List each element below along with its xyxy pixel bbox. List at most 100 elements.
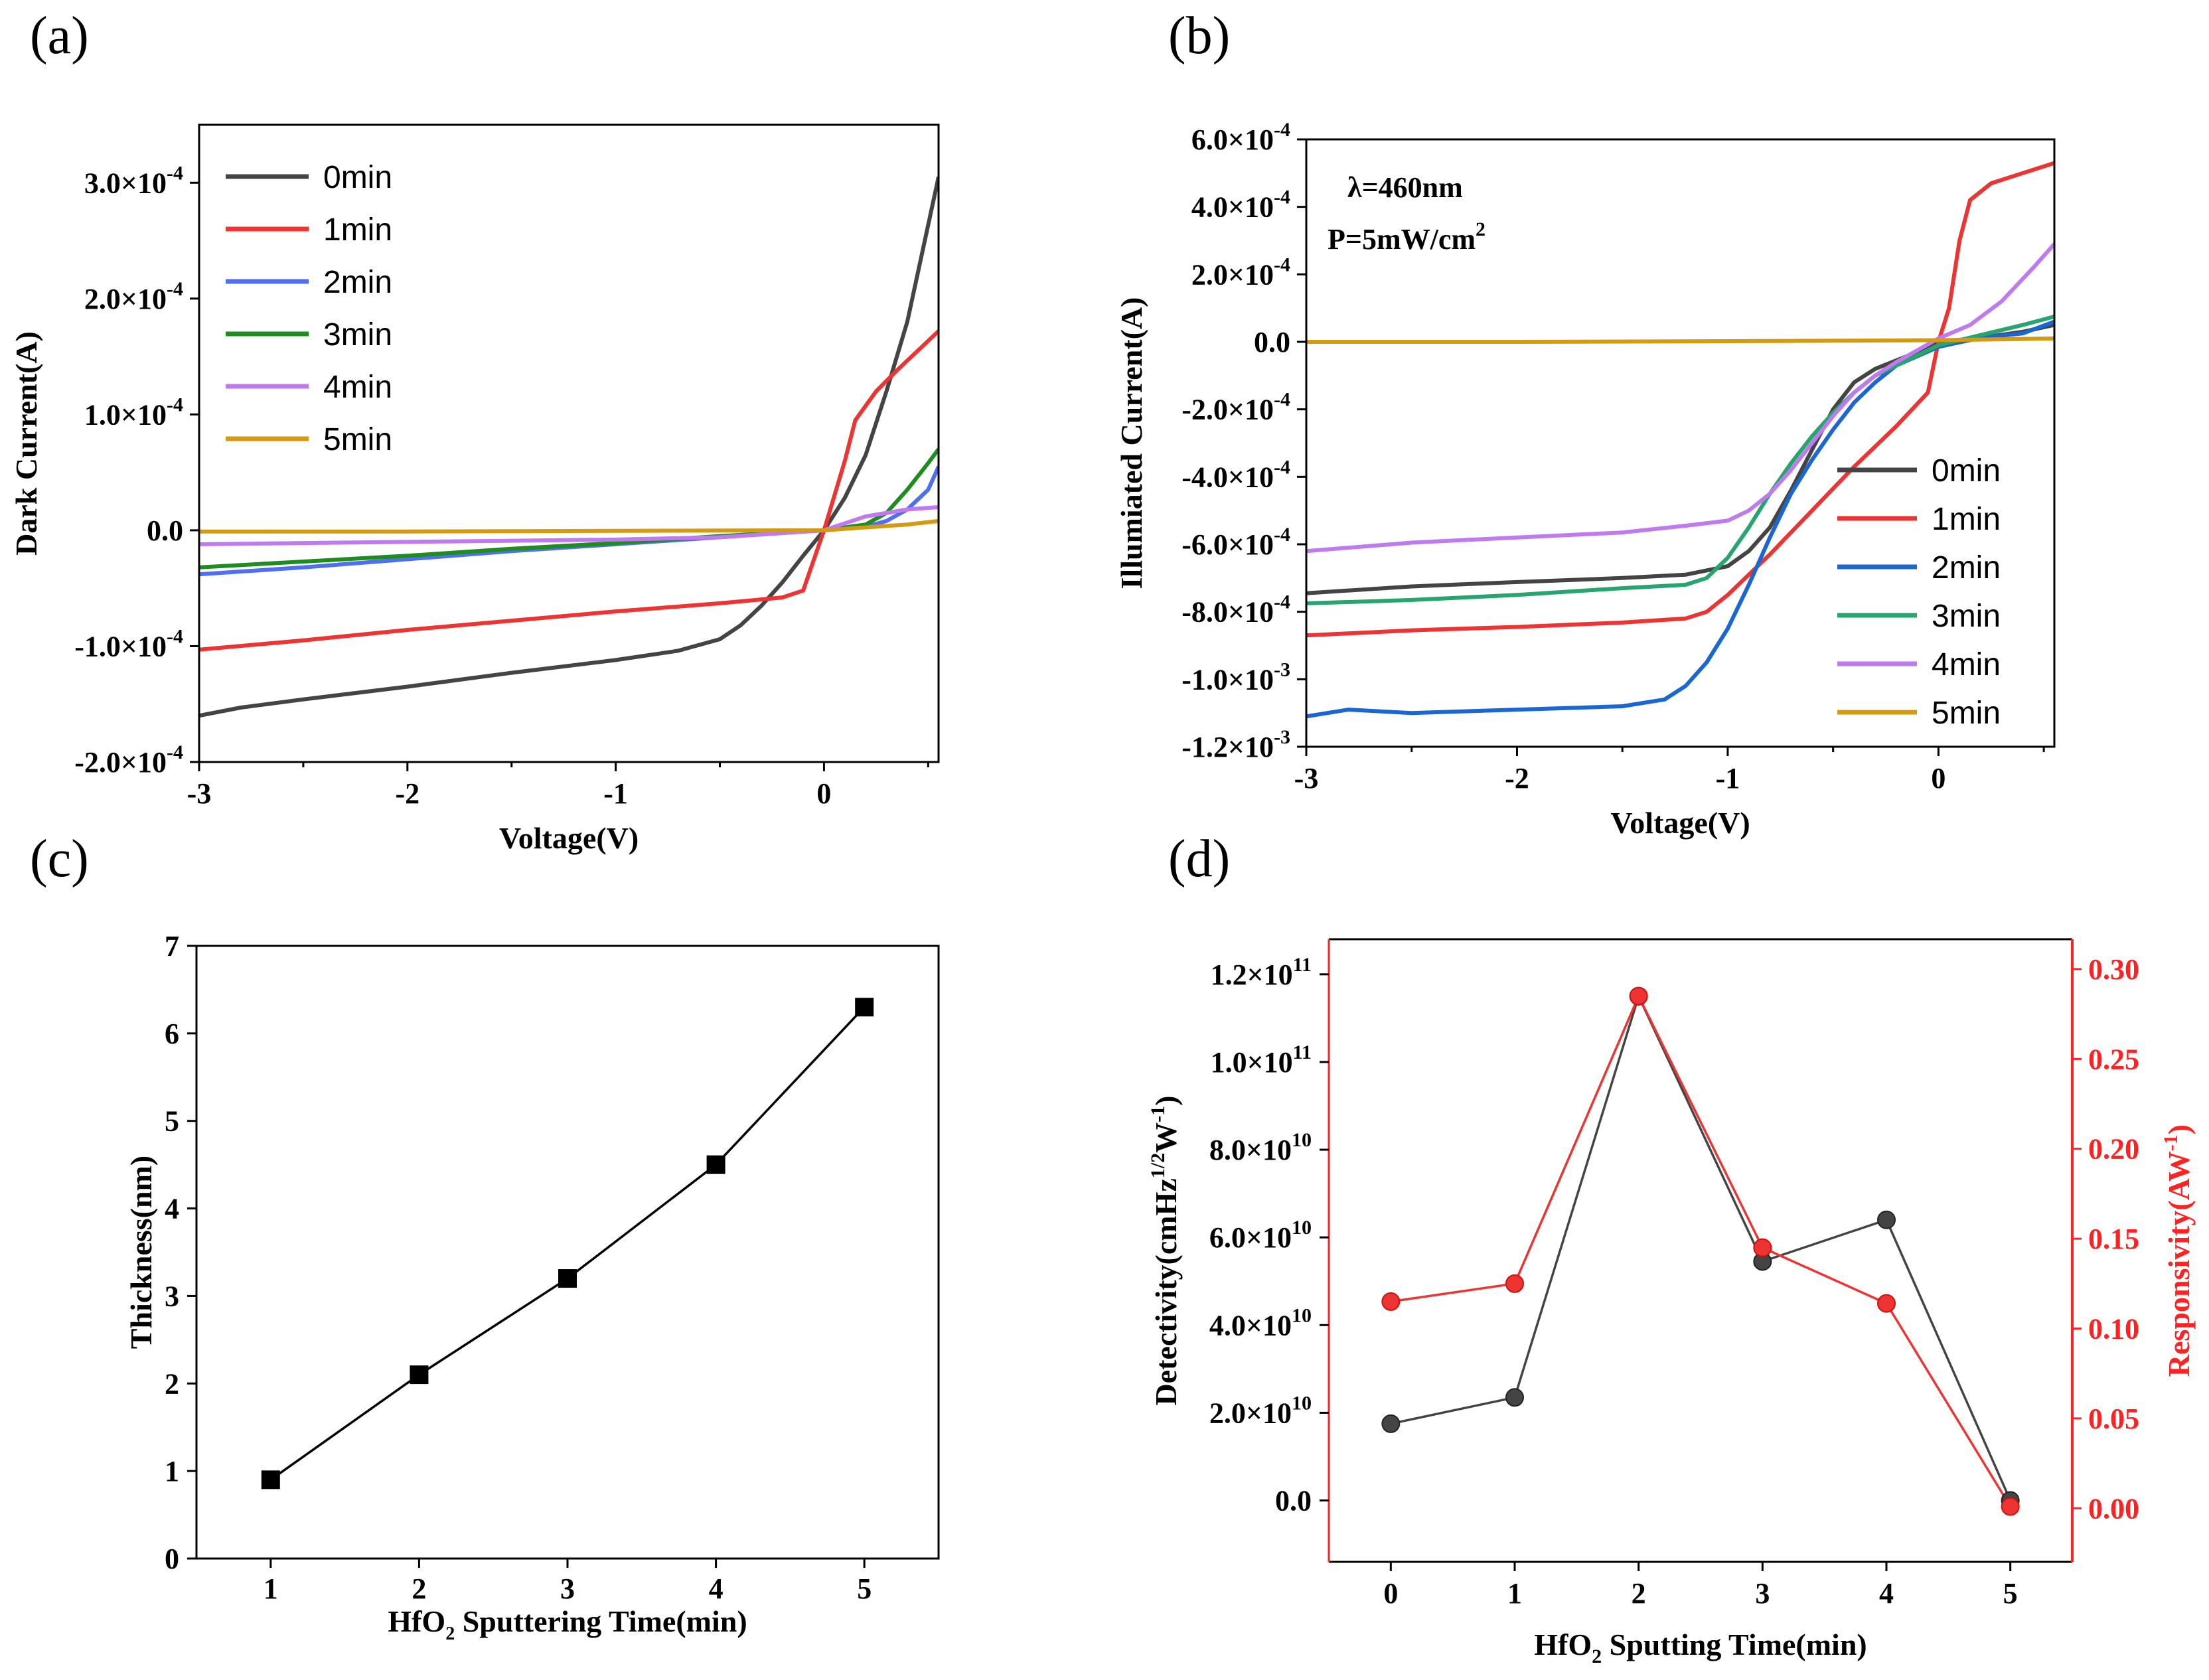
y-tick-label: -1.0×10-4 <box>74 625 183 662</box>
x-tick-label: 1 <box>1507 1577 1522 1610</box>
legend-label-2min: 2min <box>1932 550 2001 585</box>
legend-label-1min: 1min <box>323 212 392 248</box>
y-right-tick-label: 0.00 <box>2088 1492 2139 1525</box>
point-Responsivity <box>2001 1497 2020 1516</box>
panel-b: (b) -3 -2 -1 0 6.0×10-4 4.0×10-4 2.0×10-4 0.0 -2.… <box>1114 7 2056 840</box>
series-line-4min <box>1306 242 2054 554</box>
y-tick-label: 1.0×10-4 <box>84 394 183 431</box>
y-left-tick-label: 1.0×1011 <box>1211 1041 1312 1079</box>
y-left-tick-label: 0.0 <box>1275 1485 1312 1517</box>
x-tick-label: 4 <box>709 1572 724 1605</box>
y-tick-label: 5 <box>165 1105 179 1138</box>
x-tick-label: 2 <box>1632 1577 1646 1610</box>
x-axis-title: HfO2 Sputtering Time(min) <box>388 1604 747 1644</box>
y-right-tick-label: 0.30 <box>2088 953 2139 986</box>
y-tick-label: 7 <box>165 930 179 962</box>
thickness-point <box>410 1365 429 1385</box>
y-tick-label: 2.0×10-4 <box>1191 254 1290 291</box>
y-tick-label: 4 <box>165 1193 179 1225</box>
x-tick-label: 0 <box>1383 1577 1398 1610</box>
series-line-Responsivity <box>1391 993 2012 1507</box>
y-left-tick-label: 4.0×1010 <box>1209 1304 1312 1341</box>
x-tick-label: -2 <box>1505 762 1529 795</box>
y-right-tick-label: 0.20 <box>2088 1133 2139 1166</box>
y-tick-label: 1 <box>165 1455 179 1488</box>
y-tick-label: 3.0×10-4 <box>84 162 183 199</box>
y-axis-title: Thickness(nm) <box>124 1156 158 1349</box>
panel-label-b: (b) <box>1168 7 1230 65</box>
x-tick-label: 1 <box>264 1572 278 1605</box>
x-tick-label: 3 <box>560 1572 575 1605</box>
panel-label-a: (a) <box>30 7 89 65</box>
y-tick-label: 2 <box>165 1367 179 1400</box>
y-left-axis-title: Detectivity(cmHz1/2W-1) <box>1147 1096 1183 1406</box>
legend-label-3min: 3min <box>1932 599 2001 634</box>
x-tick-label: 2 <box>412 1572 426 1605</box>
series-line-5min <box>199 518 939 534</box>
x-tick-label: 5 <box>2003 1577 2018 1610</box>
x-tick-label: -3 <box>187 777 212 810</box>
y-tick-label: -2.0×10-4 <box>74 741 183 779</box>
y-tick-label: -2.0×10-4 <box>1181 389 1290 426</box>
plot-frame <box>198 123 940 763</box>
y-tick-label: 0 <box>165 1543 179 1575</box>
panel-label-c: (c) <box>30 830 89 888</box>
x-tick-label: -2 <box>395 777 419 810</box>
x-tick-label: -1 <box>1716 762 1740 795</box>
series-line-0min <box>199 176 939 718</box>
x-tick-label: 4 <box>1879 1577 1894 1610</box>
x-tick-label: 3 <box>1755 1577 1770 1610</box>
thickness-point <box>261 1470 280 1489</box>
y-right-tick-label: 0.10 <box>2088 1313 2139 1345</box>
x-axis-title: HfO2 Sputting Time(min) <box>1534 1628 1867 1667</box>
x-tick-label: 5 <box>857 1572 872 1605</box>
y-left-tick-label: 8.0×1010 <box>1209 1129 1312 1166</box>
legend-label-0min: 0min <box>1932 453 2001 489</box>
y-tick-label: -6.0×10-4 <box>1181 524 1290 561</box>
legend-label-4min: 4min <box>323 370 392 405</box>
thickness-point <box>855 998 874 1017</box>
point-Detectivity <box>1505 1388 1524 1407</box>
y-tick-label: 4.0×10-4 <box>1191 187 1290 224</box>
y-tick-label: 2.0×10-4 <box>84 278 183 315</box>
x-axis-title: Voltage(V) <box>499 821 639 855</box>
y-left-tick-label: 6.0×1010 <box>1209 1217 1312 1254</box>
x-axis-title: Voltage(V) <box>1610 806 1750 840</box>
panel-c: (c) 1 2 3 4 5 0 1 2 3 4 5 6 7 HfO2 Sputtering Time(min… <box>30 830 940 1644</box>
legend-label-1min: 1min <box>1932 502 2001 537</box>
point-Detectivity <box>1877 1210 1896 1229</box>
y-right-tick-label: 0.25 <box>2088 1043 2139 1075</box>
y-right-axis-title: Responsivity(AW-1) <box>2160 1124 2196 1377</box>
series-line-Detectivity <box>1390 993 2012 1501</box>
y-axis-title: Dark Current(A) <box>9 331 43 556</box>
y-tick-label: 6.0×10-4 <box>1191 119 1290 156</box>
x-tick-label: -3 <box>1294 762 1319 795</box>
legend-label-5min: 5min <box>323 422 392 457</box>
series-line-4min <box>199 505 939 546</box>
series-line-3min <box>199 447 939 570</box>
y-tick-label: -1.2×10-3 <box>1181 726 1290 763</box>
y-tick-label: -4.0×10-4 <box>1181 456 1290 493</box>
y-tick-label: 0.0 <box>1254 326 1290 358</box>
legend-label-5min: 5min <box>1932 696 2001 731</box>
y-tick-label: 3 <box>165 1280 179 1312</box>
legend-label-0min: 0min <box>323 160 392 195</box>
annotation-power: P=5mW/cm2 <box>1328 218 1485 256</box>
y-tick-label: 0.0 <box>147 514 183 547</box>
panel-label-d: (d) <box>1168 830 1230 888</box>
point-Detectivity <box>1381 1414 1401 1433</box>
point-Responsivity <box>1877 1294 1896 1313</box>
legend-label-3min: 3min <box>323 317 392 352</box>
series-line-1min <box>1306 161 2054 638</box>
thickness-point <box>558 1269 577 1288</box>
x-tick-label: 0 <box>816 777 831 810</box>
legend-label-4min: 4min <box>1932 647 2001 682</box>
point-Responsivity <box>1753 1238 1772 1257</box>
legend-label-2min: 2min <box>323 265 392 300</box>
plot-frame <box>195 945 940 1560</box>
plot-frame <box>1305 138 2056 748</box>
x-tick-label: -1 <box>603 777 628 810</box>
series-line-5min <box>1306 336 2054 344</box>
annotation-wavelength: λ=460nm <box>1347 171 1463 204</box>
